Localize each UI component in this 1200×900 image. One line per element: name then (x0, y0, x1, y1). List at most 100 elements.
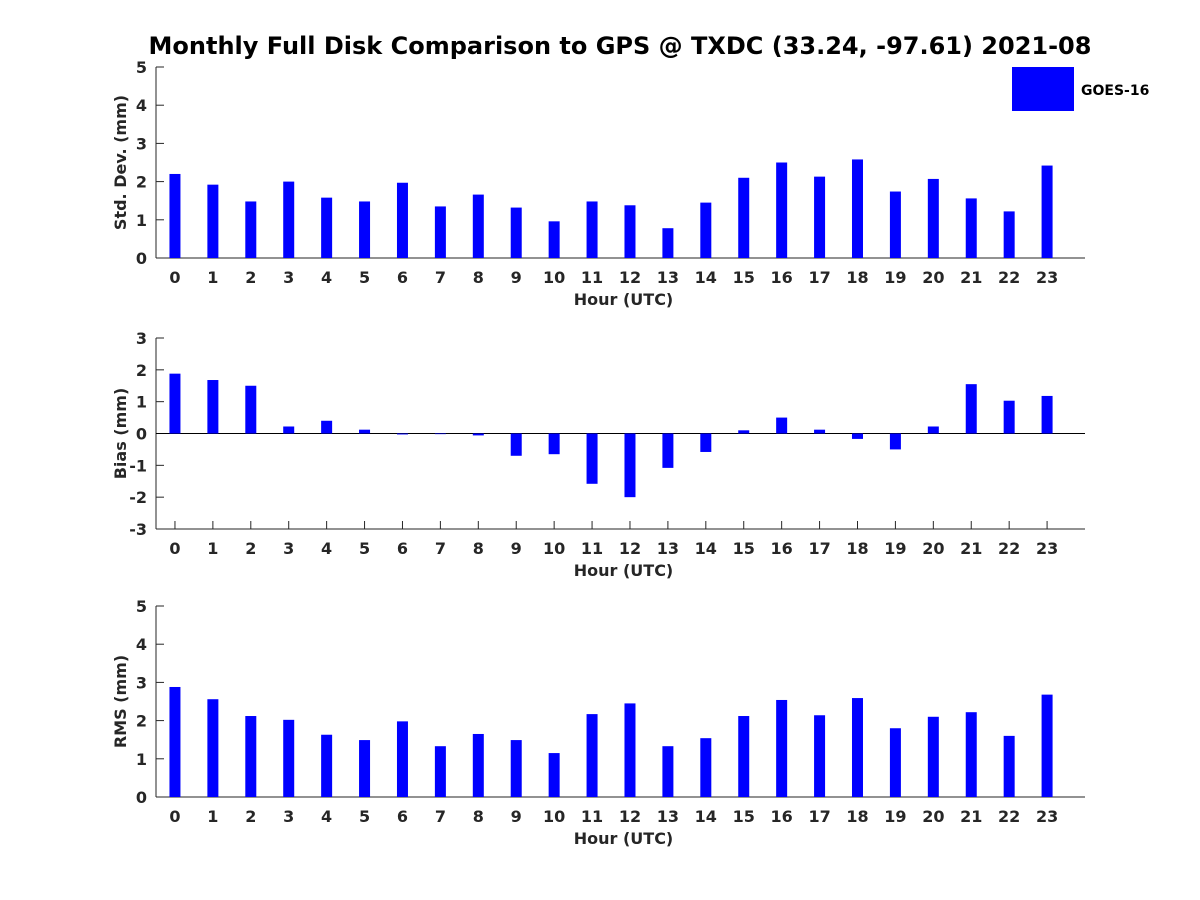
x-tick-label: 13 (657, 807, 679, 826)
x-tick-label: 13 (657, 268, 679, 287)
bar-hour-20 (927, 716, 939, 797)
x-tick-label: 4 (321, 539, 332, 558)
bar-hour-16 (776, 417, 788, 434)
bar-hour-10 (548, 433, 560, 455)
x-tick-label: 18 (846, 268, 868, 287)
x-tick-label: 21 (960, 539, 982, 558)
bar-hour-22 (1003, 400, 1015, 434)
bar-hour-23 (1041, 165, 1053, 258)
x-tick-label: 18 (846, 807, 868, 826)
x-tick-label: 6 (397, 268, 408, 287)
bar-hour-14 (700, 202, 712, 258)
legend: GOES-16 (1012, 67, 1149, 111)
bar-hour-20 (927, 178, 939, 258)
x-tick-label: 3 (283, 807, 294, 826)
bar-hour-15 (738, 430, 750, 434)
y-tick-label: 3 (136, 134, 147, 153)
x-tick-label: 17 (808, 539, 830, 558)
bar-hour-4 (321, 197, 333, 258)
x-tick-label: 15 (733, 268, 755, 287)
bar-hour-1 (207, 699, 219, 797)
bar-hour-2 (245, 201, 257, 258)
bar-hour-17 (814, 176, 826, 258)
bar-hour-22 (1003, 211, 1015, 258)
x-tick-label: 20 (922, 268, 944, 287)
bar-hour-18 (851, 159, 863, 258)
bar-hour-23 (1041, 694, 1053, 797)
bar-hour-3 (283, 181, 295, 258)
bar-hour-15 (738, 716, 750, 797)
y-axis-label: Bias (mm) (111, 388, 130, 480)
y-tick-label: 2 (136, 173, 147, 192)
bar-hour-1 (207, 380, 219, 434)
x-tick-label: 6 (397, 807, 408, 826)
bar-hour-9 (510, 740, 522, 797)
y-tick-label: 2 (136, 712, 147, 731)
y-tick-label: -3 (129, 520, 147, 539)
bar-hour-13 (662, 228, 674, 258)
x-tick-label: 1 (207, 807, 218, 826)
x-tick-label: 3 (283, 268, 294, 287)
bar-hour-9 (510, 207, 522, 258)
y-tick-label: 4 (136, 96, 147, 115)
bar-hour-0 (169, 373, 181, 434)
bar-hour-5 (359, 740, 371, 797)
x-tick-label: 7 (435, 539, 446, 558)
x-tick-label: 22 (998, 807, 1020, 826)
bar-hour-0 (169, 686, 181, 797)
x-tick-label: 16 (771, 539, 793, 558)
y-tick-label: 1 (136, 750, 147, 769)
bar-hour-6 (396, 182, 408, 258)
x-tick-label: 0 (169, 268, 180, 287)
y-tick-label: 1 (136, 211, 147, 230)
x-tick-label: 4 (321, 807, 332, 826)
x-tick-label: 20 (922, 539, 944, 558)
bar-hour-19 (889, 433, 901, 450)
y-tick-label: 5 (136, 597, 147, 616)
bar-hour-18 (851, 698, 863, 797)
x-tick-label: 3 (283, 539, 294, 558)
x-tick-label: 8 (473, 268, 484, 287)
bar-hour-8 (472, 194, 484, 258)
bar-hour-16 (776, 162, 788, 258)
x-tick-label: 9 (511, 807, 522, 826)
bar-hour-10 (548, 753, 560, 797)
x-tick-label: 14 (695, 539, 717, 558)
bar-hour-21 (965, 198, 977, 258)
bar-hour-21 (965, 384, 977, 434)
x-tick-label: 15 (733, 539, 755, 558)
x-tick-label: 22 (998, 539, 1020, 558)
x-tick-label: 7 (435, 268, 446, 287)
x-axis-label: Hour (UTC) (574, 561, 674, 580)
y-tick-label: 3 (136, 329, 147, 348)
bar-hour-15 (738, 177, 750, 258)
x-axis-label: Hour (UTC) (574, 290, 674, 309)
y-axis-label: Std. Dev. (mm) (111, 95, 130, 230)
x-axis-label: Hour (UTC) (574, 829, 674, 848)
bar-hour-11 (586, 714, 598, 797)
legend-label: GOES-16 (1081, 83, 1149, 99)
x-tick-label: 7 (435, 807, 446, 826)
x-tick-label: 9 (511, 268, 522, 287)
x-tick-label: 10 (543, 539, 565, 558)
bar-hour-19 (889, 191, 901, 258)
x-tick-label: 0 (169, 539, 180, 558)
x-tick-label: 6 (397, 539, 408, 558)
bar-hour-5 (359, 429, 371, 434)
y-tick-label: -1 (129, 456, 147, 475)
x-tick-label: 2 (245, 539, 256, 558)
y-axis-label: RMS (mm) (111, 655, 130, 748)
x-tick-label: 1 (207, 268, 218, 287)
y-tick-label: 5 (136, 58, 147, 77)
x-tick-label: 18 (846, 539, 868, 558)
x-tick-label: 19 (884, 807, 906, 826)
x-tick-label: 23 (1036, 539, 1058, 558)
bar-hour-6 (396, 433, 408, 435)
bar-hour-16 (776, 699, 788, 797)
y-tick-label: 0 (136, 788, 147, 807)
bar-hour-2 (245, 385, 257, 434)
bar-hour-3 (283, 426, 295, 434)
x-tick-label: 0 (169, 807, 180, 826)
bar-hour-2 (245, 716, 257, 797)
